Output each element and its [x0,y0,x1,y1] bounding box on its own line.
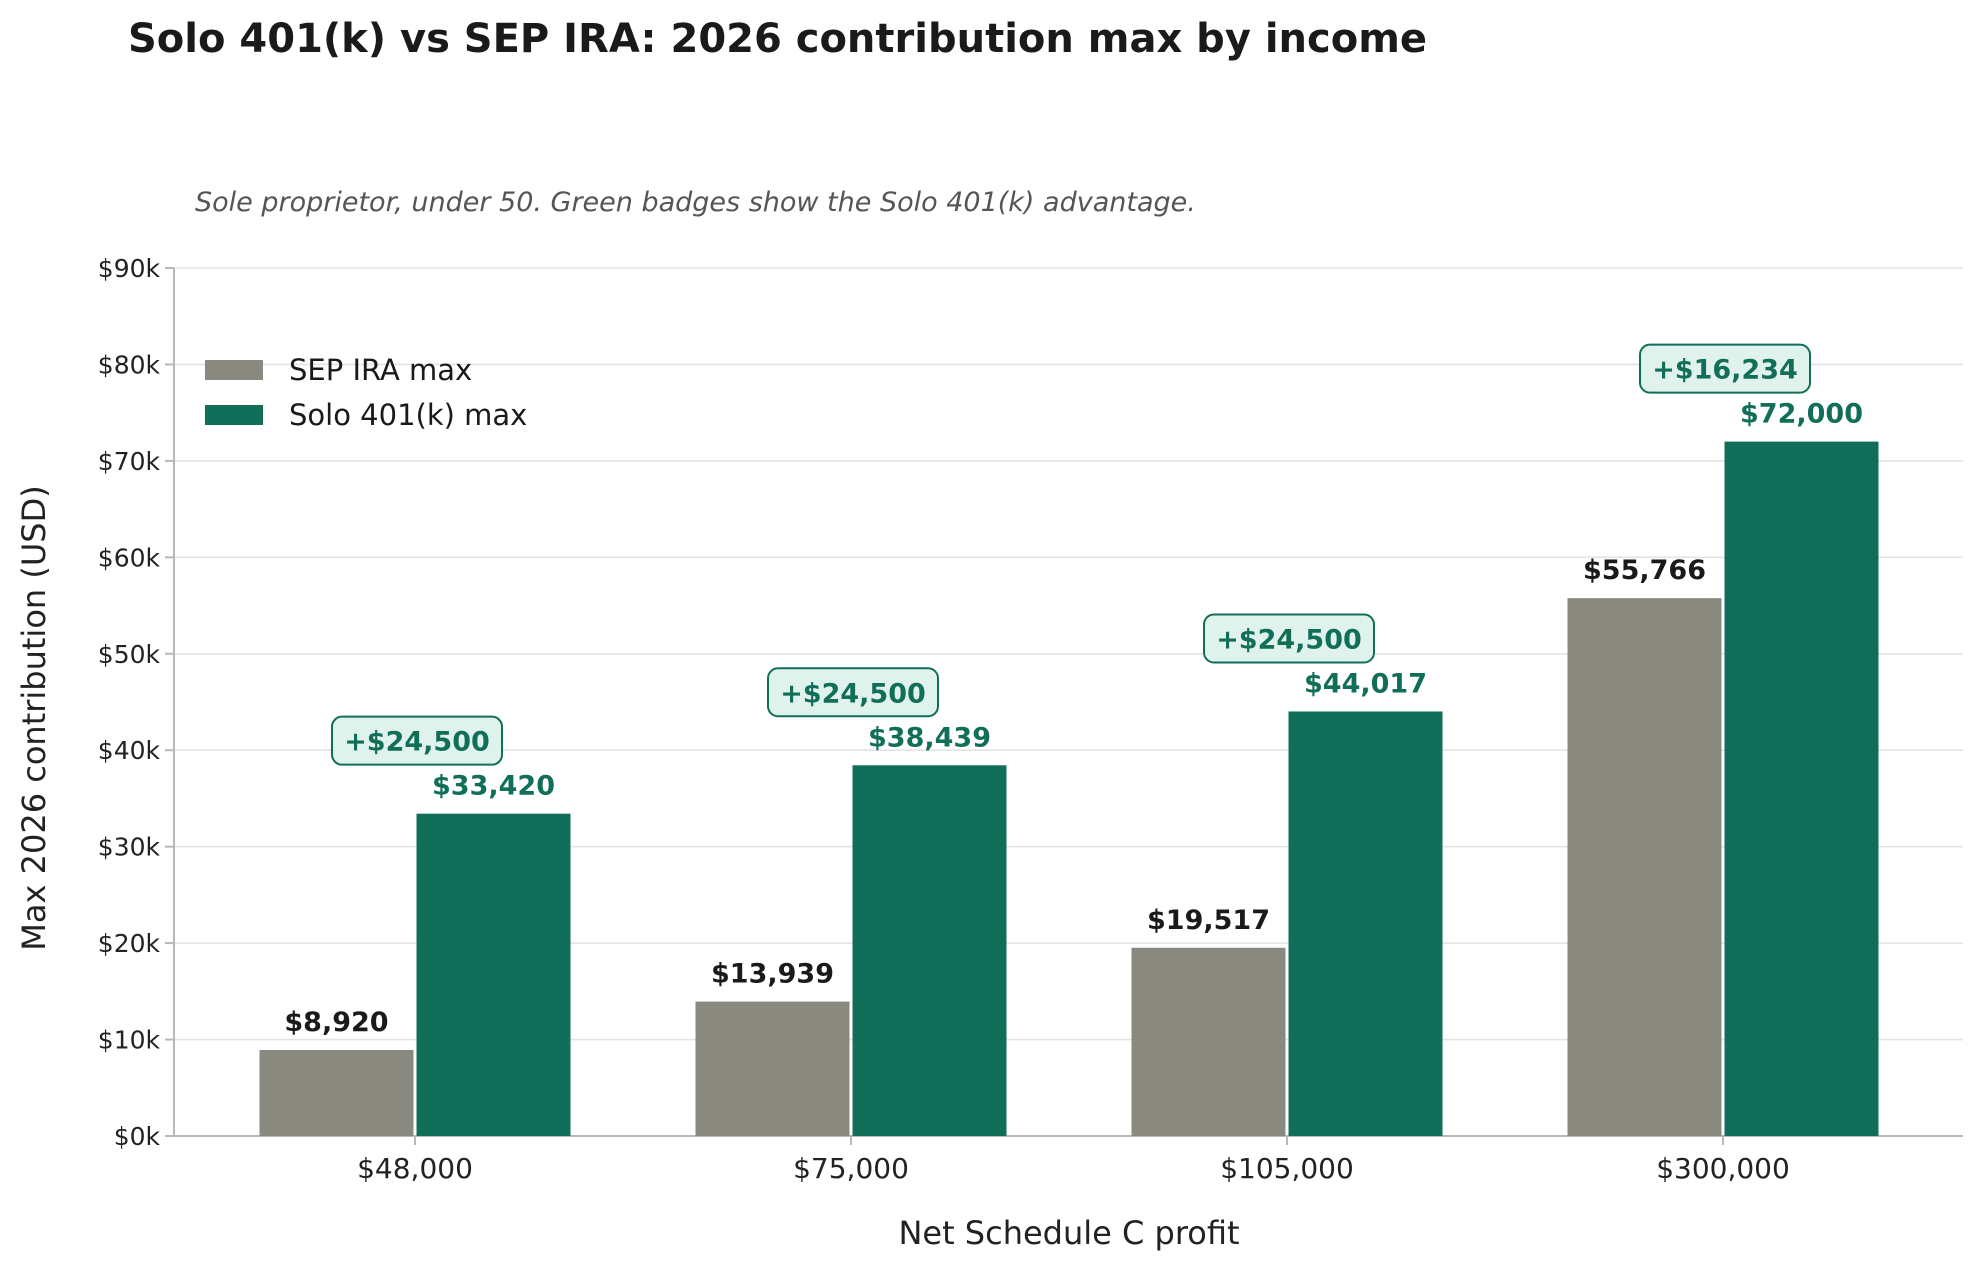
legend-label-solo: Solo 401(k) max [289,398,527,432]
y-tick-label: $80k [98,350,161,379]
y-axis-label: Max 2026 contribution (USD) [15,485,53,950]
legend-label-sep: SEP IRA max [289,353,472,387]
advantage-badge-label: +$24,500 [780,678,926,709]
x-axis-ticks: $48,000 $75,000 $105,000 $300,000 [357,1136,1790,1185]
y-tick-label: $20k [98,929,161,958]
bar-solo-401k [852,765,1007,1136]
x-axis-label: Net Schedule C profit [898,1214,1239,1252]
value-label-sep-ira: $55,766 [1583,555,1706,586]
y-axis-ticks: $0k $10k $20k $30k $40k $50k $60k $70k $80k $90k [98,254,174,1151]
value-label-solo-401k: $44,017 [1304,668,1427,699]
chart-title: Solo 401(k) vs SEP IRA: 2026 contributio… [128,16,1427,62]
y-tick-label: $60k [98,543,161,572]
x-tick-label: $105,000 [1220,1152,1354,1185]
y-tick-label: $40k [98,736,161,765]
advantage-badge-label: +$24,500 [344,727,490,758]
x-tick-label: $75,000 [793,1152,909,1185]
legend-swatch-sep [205,360,263,380]
chart-subtitle: Sole proprietor, under 50. Green badges … [195,187,1196,218]
bars [259,441,1879,1137]
legend: SEP IRA max Solo 401(k) max [205,353,527,432]
advantage-badges: +$24,500 +$24,500 +$24,500 +$16,234 [331,343,1811,766]
value-label-sep-ira: $13,939 [711,959,834,990]
bar-sep-ira [695,1001,850,1136]
value-label-sep-ira: $8,920 [284,1007,388,1038]
advantage-badge [1203,613,1375,664]
bar-sep-ira [259,1049,414,1136]
advantage-badge [767,667,939,718]
y-tick-label: $30k [98,833,161,862]
value-label-sep-ira: $19,517 [1147,905,1270,936]
advantage-badge [1639,343,1811,394]
value-labels: $8,920 $33,420 $13,939 $38,439 $19,517 $44,01… [284,399,1863,1038]
y-tick-label: $0k [114,1122,161,1151]
y-tick-label: $50k [98,640,161,669]
bar-sep-ira [1131,947,1286,1136]
bar-solo-401k [416,813,571,1136]
y-tick-label: $90k [98,254,161,283]
advantage-badge [331,715,503,766]
advantage-badge-label: +$24,500 [1216,624,1362,655]
advantage-badge-label: +$16,234 [1652,355,1798,386]
value-label-solo-401k: $72,000 [1740,399,1863,430]
bar-solo-401k [1724,441,1879,1137]
x-tick-label: $48,000 [357,1152,473,1185]
value-label-solo-401k: $38,439 [868,722,991,753]
value-label-solo-401k: $33,420 [432,771,555,802]
y-tick-label: $70k [98,447,161,476]
y-tick-label: $10k [98,1026,161,1055]
legend-swatch-solo [205,405,263,425]
bar-solo-401k [1288,711,1443,1136]
bar-sep-ira [1567,598,1722,1136]
x-tick-label: $300,000 [1656,1152,1790,1185]
